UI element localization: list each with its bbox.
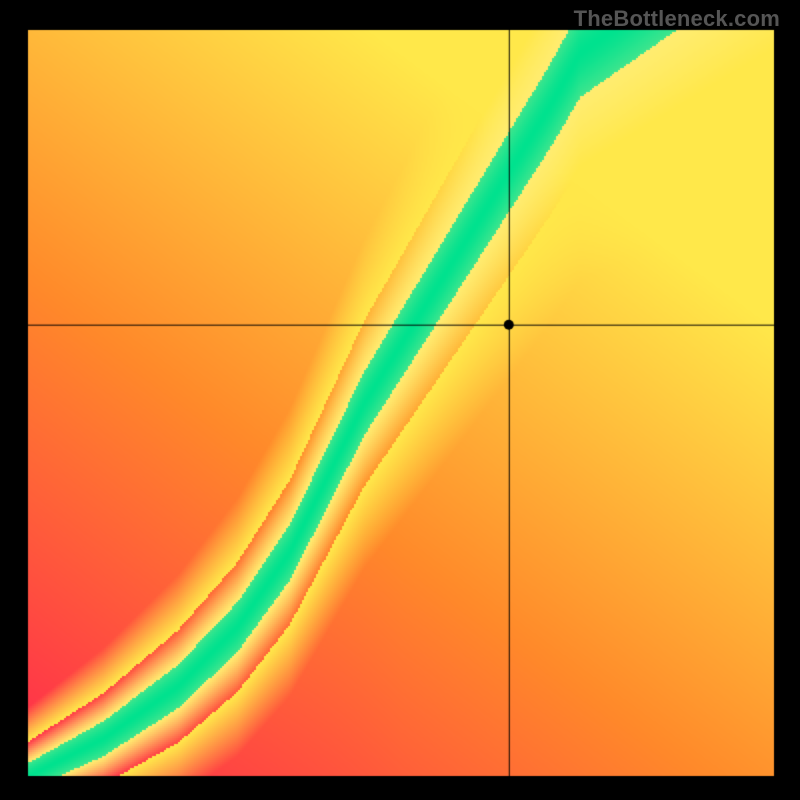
bottleneck-heatmap <box>0 0 800 800</box>
watermark-text: TheBottleneck.com <box>574 6 780 32</box>
